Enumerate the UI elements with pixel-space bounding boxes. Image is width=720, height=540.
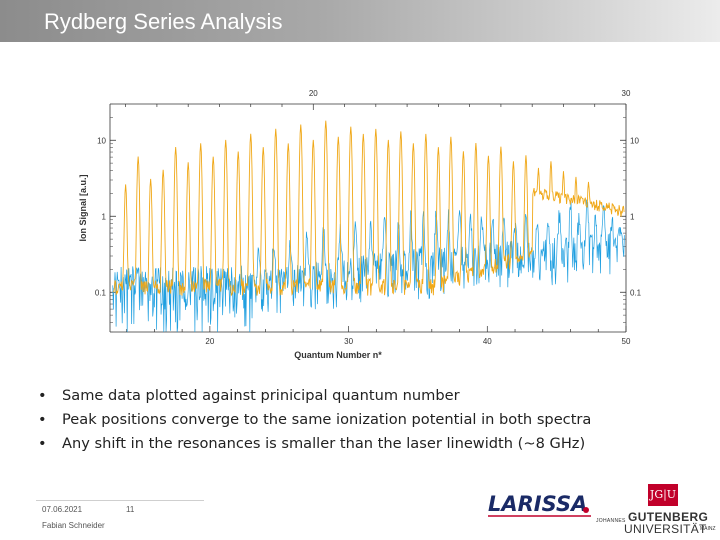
bullet-text: Any shift in the resonances is smaller t… — [62, 435, 586, 452]
bullet-item: • Any shift in the resonances is smaller … — [38, 432, 591, 456]
jgu-mark: JG|U — [648, 484, 678, 506]
footer-divider — [36, 500, 204, 501]
y-tick-label-left: 0.1 — [95, 288, 107, 297]
jgu-line4: MAINZ — [700, 526, 716, 532]
series-orange-line — [113, 120, 625, 297]
bullet-item: • Peak positions converge to the same ion… — [38, 408, 591, 432]
x-bottom-tick-label: 40 — [483, 337, 492, 346]
x-bottom-tick-label: 50 — [622, 337, 631, 346]
x-bottom-tick-label: 30 — [344, 337, 353, 346]
larissa-logo: LARISSA — [488, 492, 591, 517]
larissa-logo-text: LARISSA — [488, 492, 587, 516]
bullet-text: Peak positions converge to the same ioni… — [62, 411, 592, 428]
rydberg-chart: 0.1 0.1 1 1 10 10 20 30 40 50 20 30 Quantum Number n… — [78, 89, 642, 360]
footer-page-number: 11 — [126, 505, 135, 514]
y-tick-label-right: 10 — [630, 136, 639, 145]
y-tick-label-left: 1 — [102, 212, 107, 221]
x-top-tick-label: 30 — [622, 89, 631, 98]
slide-title: Rydberg Series Analysis — [44, 9, 283, 34]
y-tick-label-right: 0.1 — [630, 288, 642, 297]
jgu-line2: GUTENBERG — [628, 510, 709, 524]
y-tick-label-right: 1 — [630, 212, 635, 221]
x-bottom-tick-label: 20 — [205, 337, 214, 346]
bullet-icon: • — [38, 435, 47, 452]
bullet-text: Same data plotted against prinicipal qua… — [62, 387, 460, 404]
bullet-icon: • — [38, 411, 47, 428]
x-axis-label: Quantum Number n* — [294, 350, 382, 360]
footer-date: 07.06.2021 — [42, 505, 83, 514]
bullet-item: • Same data plotted against prinicipal qu… — [38, 384, 591, 408]
y-axis-label: Ion Signal [a.u.] — [78, 174, 88, 241]
bullet-list: • Same data plotted against prinicipal qu… — [38, 384, 591, 456]
y-tick-label-left: 10 — [97, 136, 106, 145]
jgu-line1: JOHANNES — [596, 518, 626, 524]
jgu-line3: UNIVERSITÄT — [624, 522, 707, 536]
x-top-tick-label: 20 — [309, 89, 318, 98]
footer-author: Fabian Schneider — [42, 521, 105, 530]
title-bar: Rydberg Series Analysis — [0, 0, 720, 42]
jgu-logo: JG|U JOHANNES GUTENBERG UNIVERSITÄT MAIN… — [596, 482, 716, 536]
bullet-icon: • — [38, 387, 47, 404]
